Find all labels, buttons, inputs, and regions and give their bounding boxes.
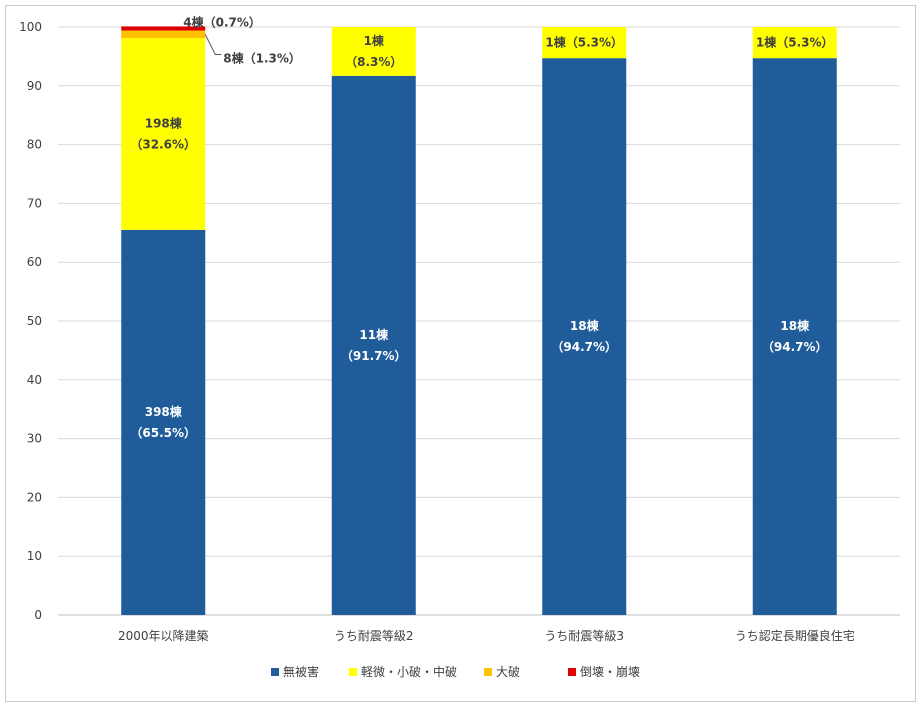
y-tick-label: 70 (27, 196, 42, 210)
data-label: （32.6%） (130, 137, 196, 152)
data-label: 1棟（5.3%） (545, 35, 623, 50)
bar-segment (121, 30, 206, 39)
x-category-label: うち耐震等級3 (544, 629, 624, 643)
bar-segment (121, 229, 206, 616)
y-tick-label: 20 (27, 490, 42, 504)
data-label: 18棟 (780, 318, 810, 333)
y-tick-label: 30 (27, 432, 42, 446)
y-tick-label: 50 (27, 314, 42, 328)
data-label: （8.3%） (345, 54, 402, 69)
data-label: 1棟 (364, 33, 385, 48)
x-category-label: うち認定長期優良住宅 (735, 628, 855, 643)
y-tick-label: 10 (27, 549, 42, 563)
bar-segment (752, 58, 837, 615)
bar-segment (542, 58, 627, 615)
bar-segment (542, 27, 627, 59)
legend-swatch (568, 668, 576, 676)
bar-segment (331, 75, 416, 615)
x-category-label: 2000年以降建築 (118, 628, 209, 643)
legend-label: 倒壊・崩壊 (580, 665, 640, 679)
data-label: （65.5%） (130, 425, 196, 440)
legend-label: 無被害 (283, 664, 319, 679)
y-tick-label: 0 (34, 608, 42, 622)
bar-segment (331, 27, 416, 76)
legend-label: 軽微・小破・中破 (361, 664, 457, 679)
y-tick-label: 80 (27, 138, 42, 152)
data-label: 8棟（1.3%） (223, 51, 301, 66)
bar-segment (752, 27, 837, 59)
legend-swatch (271, 668, 279, 676)
bars (121, 26, 837, 616)
x-axis: 2000年以降建築 うち耐震等級2 うち耐震等級3 うち認定長期優良住宅 (118, 628, 855, 643)
bar-segment (121, 38, 206, 230)
legend-swatch (484, 668, 492, 676)
data-label: （91.7%） (341, 348, 407, 363)
data-label: （94.7%） (551, 339, 617, 354)
data-labels: 398棟 （65.5%） 198棟 （32.6%） 8棟（1.3%） 4棟（0.7%） 11… (130, 14, 833, 440)
data-label: 1棟（5.3%） (756, 35, 834, 50)
y-axis: 0 10 20 30 40 50 60 70 80 90 100 (19, 20, 42, 622)
leader-line (204, 34, 222, 56)
data-label: 198棟 (145, 116, 183, 131)
bar-segment (121, 26, 206, 31)
data-label: 398棟 (145, 404, 183, 419)
legend-label: 大破 (496, 664, 520, 679)
legend: 無被害 軽微・小破・中破 大破 倒壊・崩壊 (271, 664, 640, 679)
y-tick-label: 60 (27, 255, 42, 269)
data-label: 4棟（0.7%） (183, 14, 261, 29)
y-tick-label: 90 (27, 79, 42, 93)
y-tick-label: 100 (19, 20, 42, 34)
data-label: 11棟 (359, 327, 389, 342)
y-tick-label: 40 (27, 373, 42, 387)
data-label: （94.7%） (762, 339, 828, 354)
data-label: 18棟 (570, 318, 600, 333)
x-category-label: うち耐震等級2 (334, 629, 414, 643)
legend-swatch (349, 668, 357, 676)
